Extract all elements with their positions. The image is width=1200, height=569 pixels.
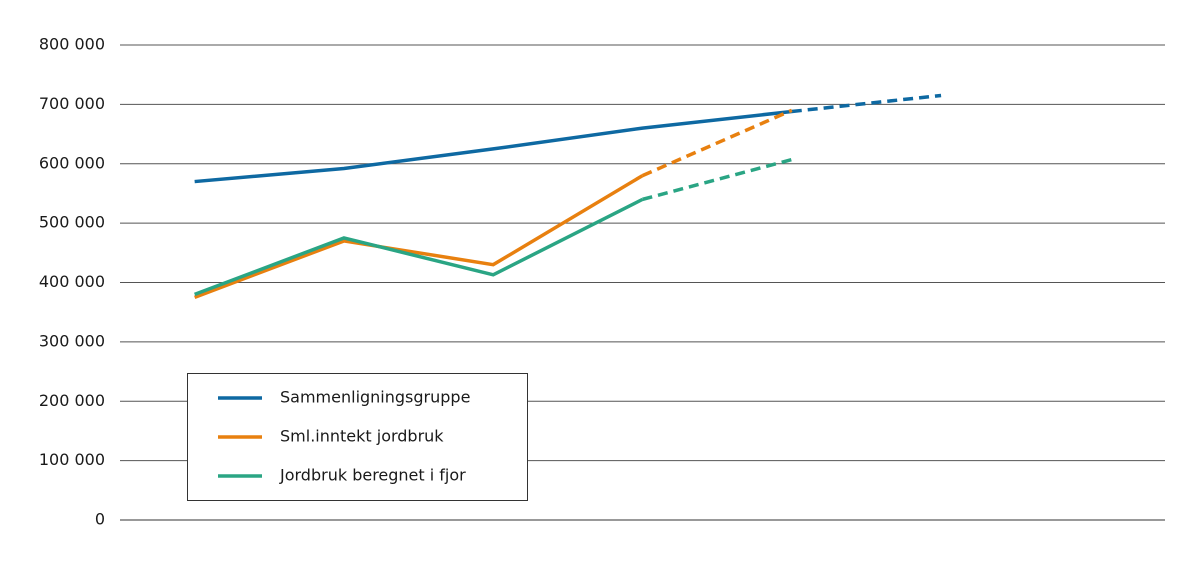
line-dashed [642, 157, 793, 202]
y-tick-label: 100 000 [39, 450, 105, 469]
y-tick-label: 800 000 [39, 35, 105, 54]
y-tick-label: 600 000 [39, 153, 105, 172]
y-tick-label: 400 000 [39, 272, 105, 291]
legend-label: Jordbruk beregnet i fjor [279, 466, 466, 485]
line [194, 109, 792, 184]
y-tick-label: 200 000 [39, 391, 105, 410]
line [194, 174, 644, 299]
line-dashed [641, 108, 793, 178]
legend: Sammenligningsgruppe Sml.inntekt jordbruk… [187, 373, 528, 501]
line [194, 197, 644, 297]
line-dashed [791, 93, 942, 114]
y-tick-label: 0 [95, 510, 105, 529]
legend-label: Sml.inntekt jordbruk [280, 427, 444, 446]
y-tick-label: 700 000 [39, 94, 105, 113]
y-tick-label: 500 000 [39, 213, 105, 232]
y-tick-label: 300 000 [39, 331, 105, 350]
legend-label: Sammenligningsgruppe [280, 388, 470, 407]
